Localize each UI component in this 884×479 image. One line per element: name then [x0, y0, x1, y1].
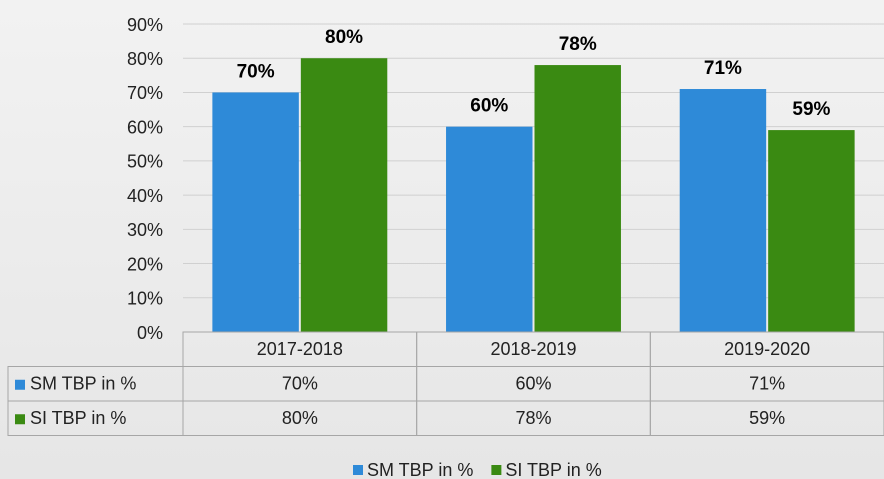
- bar: [679, 89, 767, 333]
- bar: [212, 92, 299, 332]
- x-tick-label: 2019-2020: [724, 339, 810, 359]
- legend-label: SI TBP in %: [505, 460, 601, 479]
- table-value: 80%: [282, 408, 318, 428]
- data-label: 70%: [237, 61, 275, 82]
- y-tick-label: 60%: [127, 117, 163, 137]
- x-tick-label: 2017-2018: [257, 339, 343, 359]
- y-tick-label: 10%: [127, 289, 163, 309]
- data-label: 60%: [470, 96, 508, 117]
- legend-key: [15, 414, 25, 425]
- y-tick-label: 80%: [127, 49, 163, 69]
- bar: [534, 65, 621, 333]
- data-label: 80%: [325, 27, 363, 48]
- legend-key: [353, 465, 363, 475]
- y-tick-label: 0%: [137, 323, 163, 343]
- table-value: 60%: [515, 374, 551, 394]
- table-value: 70%: [282, 374, 318, 394]
- y-tick-label: 40%: [127, 186, 163, 206]
- y-tick-label: 30%: [127, 220, 163, 240]
- data-label: 78%: [559, 34, 597, 55]
- table-row-label: SI TBP in %: [30, 408, 126, 428]
- table-value: 78%: [515, 408, 551, 428]
- legend-key: [491, 465, 502, 475]
- table-value: 59%: [749, 408, 785, 428]
- x-tick-label: 2018-2019: [490, 339, 576, 359]
- y-tick-label: 70%: [127, 83, 163, 103]
- y-tick-label: 20%: [127, 254, 163, 274]
- bar: [446, 126, 533, 333]
- bar: [768, 130, 855, 332]
- y-tick-label: 90%: [127, 15, 163, 35]
- table-value: 71%: [749, 374, 785, 394]
- y-tick-label: 50%: [127, 152, 163, 172]
- table-cell: [7, 400, 184, 436]
- data-label: 71%: [704, 58, 742, 79]
- legend-label: SM TBP in %: [367, 460, 473, 479]
- data-label: 59%: [792, 99, 830, 120]
- legend-key: [15, 379, 25, 390]
- bar: [300, 58, 388, 332]
- table-row-label: SM TBP in %: [30, 374, 136, 394]
